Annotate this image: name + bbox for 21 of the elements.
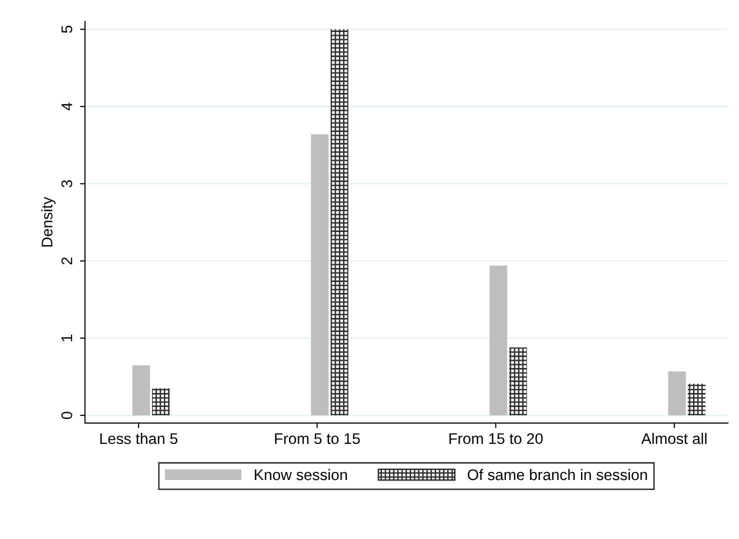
bar [688,384,706,416]
bar [668,371,686,416]
legend-label: Know session [254,468,347,480]
x-tick-label: Less than 5 [100,432,178,444]
y-tick-label: 2 [61,257,72,264]
bar [330,29,348,416]
x-tick-label: From 15 to 20 [449,433,543,444]
y-axis-title: Density [41,196,56,247]
y-tick-label: 0 [61,412,72,420]
y-tick-label: 1 [62,334,72,342]
y-tick-label: 5 [62,26,72,33]
bar [310,134,329,416]
bar [490,266,508,416]
bar [152,388,170,416]
y-tick-label: 4 [62,102,72,110]
bar [132,365,150,416]
bar [509,347,527,416]
x-tick-label: Almost all [641,432,706,444]
legend-label: Of same branch in session [468,468,647,480]
x-tick-label: From 5 to 15 [275,433,360,444]
y-tick-label: 3 [61,180,72,188]
